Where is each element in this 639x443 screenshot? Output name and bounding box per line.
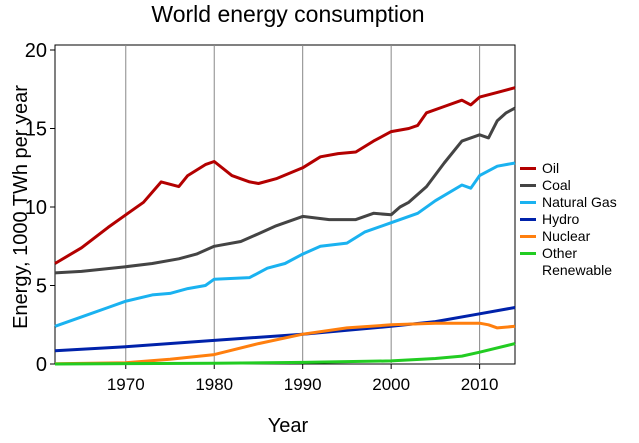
legend-label: Hydro xyxy=(542,211,580,227)
y-tick-label: 15 xyxy=(25,119,47,141)
legend-swatch xyxy=(520,252,536,255)
legend-label: Nuclear xyxy=(542,228,591,244)
series-line xyxy=(54,86,516,265)
legend-label: Coal xyxy=(542,177,571,193)
legend-item: Oil xyxy=(520,160,630,177)
legend-swatch xyxy=(520,218,536,221)
legend-swatch xyxy=(520,201,536,204)
legend-label: Natural Gas xyxy=(542,194,617,210)
legend-swatch xyxy=(520,184,536,187)
y-tick-label: 20 xyxy=(25,40,47,62)
y-tick-label: 5 xyxy=(36,276,47,298)
y-tick-label: 10 xyxy=(25,197,47,219)
legend-item: Natural Gas xyxy=(520,194,630,211)
plot-area xyxy=(54,44,516,365)
legend-swatch xyxy=(520,235,536,238)
series-line xyxy=(54,106,516,275)
x-tick-label: 1990 xyxy=(284,375,322,394)
legend-item: Other Renewable xyxy=(520,245,630,279)
x-tick-label: 1980 xyxy=(195,375,233,394)
x-tick-label: 2000 xyxy=(372,375,410,394)
x-tick-label: 1970 xyxy=(107,375,145,394)
legend-item: Coal xyxy=(520,177,630,194)
legend-item: Nuclear xyxy=(520,228,630,245)
series-line xyxy=(54,161,516,328)
legend-label: Oil xyxy=(542,160,560,176)
x-tick-label: 2010 xyxy=(461,375,499,394)
legend: Oil Coal Natural Gas Hydro Nuclear Other Rene… xyxy=(520,160,630,279)
legend-item: Hydro xyxy=(520,211,630,228)
y-axis-label: Energy, 1000 TWh per year xyxy=(10,85,32,329)
series-line xyxy=(54,306,516,353)
series-line xyxy=(54,321,516,366)
series-line xyxy=(54,342,516,366)
chart-title: World energy consumption xyxy=(151,1,424,27)
legend-label: Other Renewable xyxy=(542,245,613,278)
y-tick-label: 0 xyxy=(36,354,47,376)
legend-swatch xyxy=(520,167,536,170)
x-axis-label: Year xyxy=(268,415,309,437)
